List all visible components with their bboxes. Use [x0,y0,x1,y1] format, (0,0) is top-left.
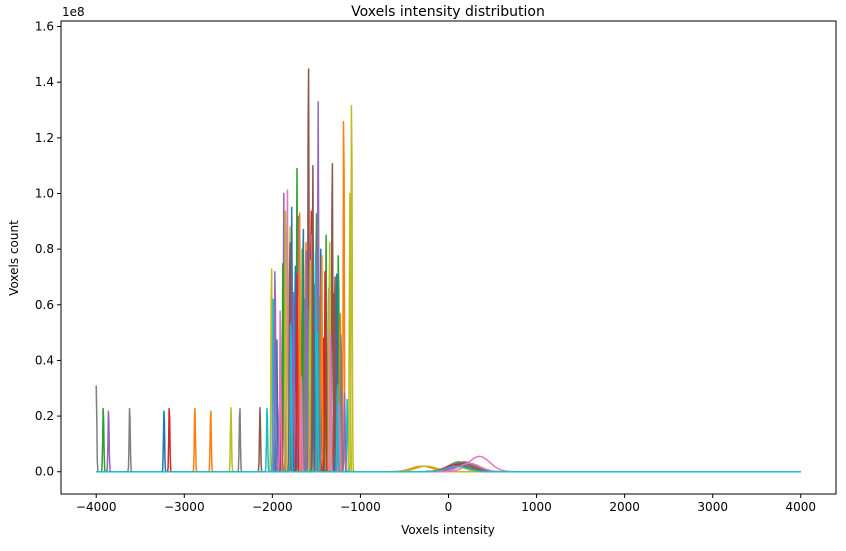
x-tick-label: 0 [445,500,453,514]
y-tick-label: 0.6 [35,298,54,312]
series-line-0 [95,385,801,473]
x-axis: −4000 −3000 −2000 −1000 0 1000 2000 3000 4000 [76,494,816,514]
x-tick-label: −4000 [76,500,117,514]
series-line-10 [96,234,801,473]
series-line-17 [96,270,801,473]
y-tick-label: 1.0 [35,187,54,201]
series-line-13 [96,212,801,473]
x-tick-label: −1000 [340,500,381,514]
series-line-18 [96,310,801,473]
series-line-12 [96,249,801,473]
chart-title: Voxels intensity distribution [351,4,545,20]
x-tick-label: 2000 [609,500,640,514]
x-tick-label: 1000 [521,500,552,514]
x-tick-label: 3000 [697,500,728,514]
y-scale-factor: 1e8 [62,5,85,19]
x-tick-label: −3000 [164,500,205,514]
series-line-19 [96,323,801,473]
series-line-1 [96,167,801,473]
series-line-15 [96,297,801,473]
y-tick-label: 0.8 [35,242,54,256]
series-line-9 [96,251,801,473]
x-axis-label: Voxels intensity [401,523,495,537]
y-tick-label: 1.2 [35,131,54,145]
series-line-8 [96,189,801,473]
series-line-2 [96,100,801,473]
series-line-4 [96,210,801,473]
y-tick-label: 1.4 [35,75,54,89]
series-line-16 [96,164,801,473]
y-axis-label: Voxels count [7,220,21,296]
y-tick-label: 1.6 [35,20,54,34]
plot-frame [60,20,837,495]
series-line-5 [96,120,801,473]
series-line-14 [96,192,801,473]
x-tick-label: 4000 [785,500,816,514]
y-tick-label: 0.2 [35,409,54,423]
y-tick-label: 0.4 [35,353,54,367]
y-axis: 0.0 0.2 0.4 0.6 0.8 1.0 1.2 1.4 1.6 [35,20,61,479]
series-line-6 [96,105,801,473]
series-layer [95,68,801,473]
y-tick-label: 0.0 [35,465,54,479]
series-line-11 [96,265,801,473]
x-tick-label: −2000 [252,500,293,514]
series-line-7 [96,68,801,473]
series-line-3 [96,206,801,473]
